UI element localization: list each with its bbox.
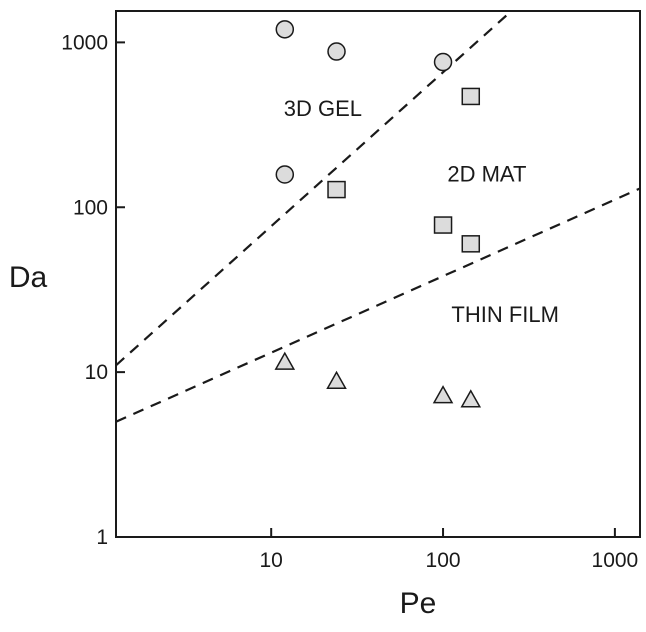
x-axis-title: Pe (400, 587, 437, 620)
boundaries-layer (116, 11, 640, 423)
data-point-triangle (326, 370, 347, 390)
data-point-triangle (432, 385, 454, 404)
points-layer (274, 20, 482, 408)
data-point-circle (327, 42, 346, 61)
data-point-circle (275, 20, 295, 39)
x-tick-label: 10 (260, 549, 283, 572)
region-label: THIN FILM (451, 302, 559, 327)
data-point-circle (433, 52, 453, 72)
data-point-triangle (274, 351, 296, 370)
boundary-line-2 (116, 187, 640, 423)
data-point-square (461, 235, 481, 253)
y-axis-title: Da (9, 261, 48, 294)
data-point-square (433, 216, 453, 234)
y-tick-label: 100 (73, 196, 108, 219)
plot-frame (115, 10, 641, 538)
x-tick-label: 100 (426, 549, 461, 572)
ticks-layer: 10 100 1000 1 10 100 1000 (61, 31, 638, 572)
data-point-triangle (460, 389, 482, 408)
data-point-square (461, 87, 481, 106)
y-tick-label: 10 (85, 361, 108, 384)
y-tick-label: 1 (96, 526, 108, 549)
y-tick-label: 1000 (61, 31, 108, 54)
labels-layer: 3D GEL 2D MAT THIN FILM (284, 96, 559, 327)
x-tick-label: 1000 (592, 549, 639, 572)
data-point-circle (275, 165, 295, 184)
region-label: 2D MAT (447, 162, 526, 187)
region-label: 3D GEL (284, 96, 362, 121)
data-point-square (327, 180, 346, 199)
